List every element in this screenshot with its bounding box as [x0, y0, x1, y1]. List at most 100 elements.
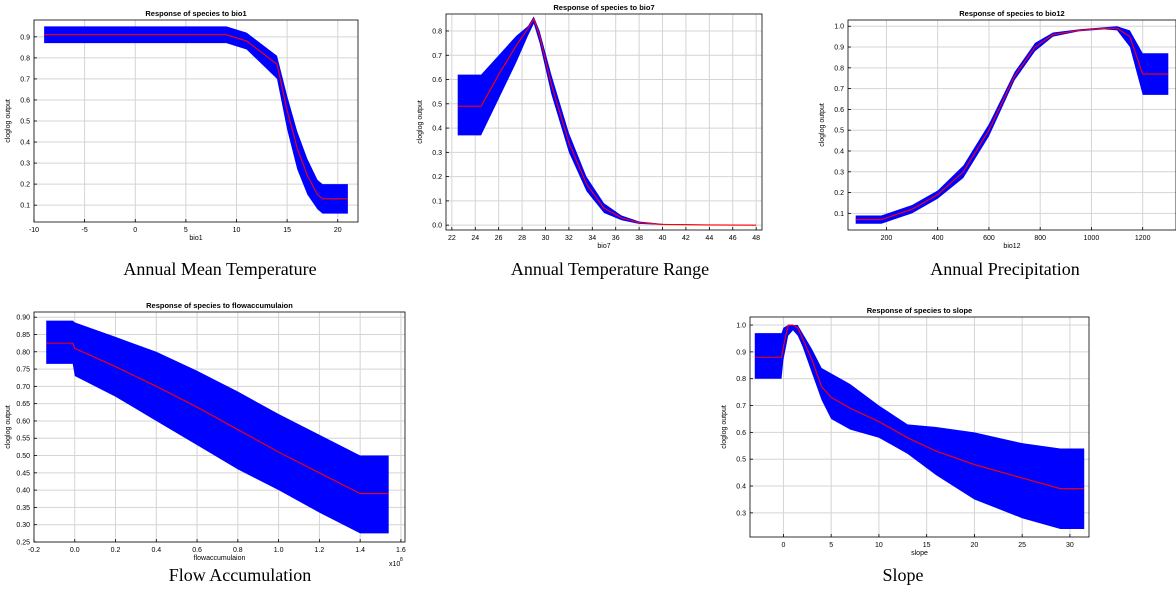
y-tick-label: 0.70	[16, 384, 30, 391]
x-tick-label: 25	[1018, 542, 1026, 549]
y-tick-label: 0.6	[432, 77, 442, 84]
x-tick-label: 0.2	[111, 547, 121, 554]
x-tick-label: 28	[518, 235, 526, 242]
y-tick-label: 0.8	[736, 376, 746, 383]
chart-title: Response of species to bio7	[553, 3, 654, 12]
x-tick-label: 0.8	[233, 547, 243, 554]
x-tick-label: 200	[881, 235, 893, 242]
y-tick-label: 0.85	[16, 332, 30, 339]
y-tick-label: 0.4	[834, 148, 844, 155]
y-tick-label: 0.8	[20, 55, 30, 62]
x-tick-label: 30	[1066, 542, 1074, 549]
y-tick-label: 0.80	[16, 349, 30, 356]
chart-slope: 0 5 10 15 20 25 30 0.3 0.4 0.5 0.6 0.7 0.8 0.9 1.0 Resp…	[688, 297, 1096, 565]
x-tick-label: 15	[923, 542, 931, 549]
x-tick-label: 38	[635, 235, 643, 242]
y-tick-label: 0.3	[736, 510, 746, 517]
x-tick-label: 0	[781, 542, 785, 549]
y-tick-label: 0.35	[16, 505, 30, 512]
chart-svg: -10 -5 0 5 10 15 20 0.1 0.2 0.3 0.4 0.5 0.6 0.7 0.8 0.9…	[0, 0, 372, 252]
y-axis-label: cloglog output	[721, 405, 728, 449]
x-tick-label: 0	[133, 227, 137, 234]
x-tick-label: 1000	[1084, 235, 1100, 242]
caption-slope: Slope	[753, 565, 1053, 586]
caption-annual-mean-temperature: Annual Mean Temperature	[70, 259, 370, 280]
y-tick-label: 0.5	[736, 457, 746, 464]
x-tick-label: 1.0	[274, 547, 284, 554]
x-tick-label: 400	[932, 235, 944, 242]
x-tick-label: 10	[875, 542, 883, 549]
x-tick-label: 20	[334, 227, 342, 234]
x-tick-label: 36	[612, 235, 620, 242]
x-tick-label: -5	[82, 227, 88, 234]
caption-annual-precipitation: Annual Precipitation	[855, 259, 1155, 280]
y-tick-label: 0.6	[736, 430, 746, 437]
x-tick-label: 0.4	[151, 547, 161, 554]
y-tick-label: 0.25	[16, 540, 30, 547]
y-tick-label: 0.8	[432, 28, 442, 35]
x-tick-label: 1.2	[315, 547, 325, 554]
y-tick-label: 0.45	[16, 470, 30, 477]
chart-flowaccumulation: -0.2 0.0 0.2 0.4 0.6 0.8 1.0 1.2 1.4 1.6 0.25 0.30 0…	[0, 292, 420, 566]
y-tick-label: 0.2	[432, 174, 442, 181]
x-tick-label: 5	[829, 542, 833, 549]
x-tick-label: 46	[729, 235, 737, 242]
plot-area	[848, 20, 1176, 230]
chart-title: Response of species to bio12	[959, 9, 1064, 18]
y-tick-label: 0.7	[834, 86, 844, 93]
x-tick-label: 10	[233, 227, 241, 234]
x-tick-label: 34	[588, 235, 596, 242]
x-tick-label: 26	[495, 235, 503, 242]
chart-bio1: -10 -5 0 5 10 15 20 0.1 0.2 0.3 0.4 0.5 0.6 0.7 0.8 0.9…	[0, 0, 372, 252]
x-tick-label: 0.0	[70, 547, 80, 554]
y-tick-label: 0.30	[16, 522, 30, 529]
x-tick-label: 1.6	[396, 547, 406, 554]
x-tick-label: 42	[682, 235, 690, 242]
x-tick-label: 24	[471, 235, 479, 242]
chart-title: Response of species to slope	[867, 306, 972, 315]
x-tick-label: 1.4	[355, 547, 365, 554]
chart-svg: -0.2 0.0 0.2 0.4 0.6 0.8 1.0 1.2 1.4 1.6 0.25 0.30 0…	[0, 292, 420, 566]
x-tick-label: 15	[283, 227, 291, 234]
x-tick-label: 600	[983, 235, 995, 242]
x-axis-label: bio7	[597, 243, 610, 250]
y-tick-label: 0.2	[834, 190, 844, 197]
chart-svg: 200 400 600 800 1000 12000.10.20.30.40.50.60.…	[800, 0, 1176, 252]
y-tick-label: 0.6	[20, 97, 30, 104]
y-tick-label: 0.1	[834, 211, 844, 218]
y-tick-label: 0.55	[16, 436, 30, 443]
x-axis-label: flowaccumulaion	[194, 555, 246, 562]
x-tick-label: 1200	[1135, 235, 1151, 242]
y-tick-label: 0.7	[736, 403, 746, 410]
x-tick-label: 800	[1034, 235, 1046, 242]
x-tick-label: 40	[659, 235, 667, 242]
y-axis-label: cloglog output	[819, 103, 826, 147]
y-tick-label: 0.4	[432, 126, 442, 133]
y-tick-label: 0.9	[834, 45, 844, 52]
y-tick-label: 0.6	[834, 107, 844, 114]
y-tick-label: 0.0	[432, 223, 442, 230]
x-axis-multiplier: x10	[389, 561, 400, 568]
chart-title: Response of species to flowaccumulaion	[146, 301, 293, 310]
y-tick-label: 0.9	[20, 34, 30, 41]
y-tick-label: 0.2	[20, 182, 30, 189]
y-tick-label: 0.7	[20, 76, 30, 83]
x-tick-label: 30	[542, 235, 550, 242]
y-tick-label: 1.0	[736, 323, 746, 330]
y-tick-label: 0.5	[834, 128, 844, 135]
x-tick-label: 22	[448, 235, 456, 242]
chart-bio12: 200 400 600 800 1000 1200 0.1 0.2 0.3 0.4 0.5 0.6 0.…	[800, 0, 1176, 252]
y-axis-label: cloglog output	[5, 99, 12, 143]
caption-flow-accumulation: Flow Accumulation	[90, 565, 390, 586]
x-tick-label: 48	[752, 235, 760, 242]
y-tick-label: 0.3	[432, 150, 442, 157]
y-tick-label: 0.1	[432, 198, 442, 205]
y-axis-label: cloglog output	[417, 100, 424, 144]
y-tick-label: 0.60	[16, 418, 30, 425]
y-tick-label: 0.9	[736, 349, 746, 356]
y-tick-label: 0.65	[16, 401, 30, 408]
y-tick-label: 1.0	[834, 24, 844, 31]
x-tick-label: 20	[971, 542, 979, 549]
y-tick-label: 0.1	[20, 203, 30, 210]
y-tick-label: 0.8	[834, 65, 844, 72]
